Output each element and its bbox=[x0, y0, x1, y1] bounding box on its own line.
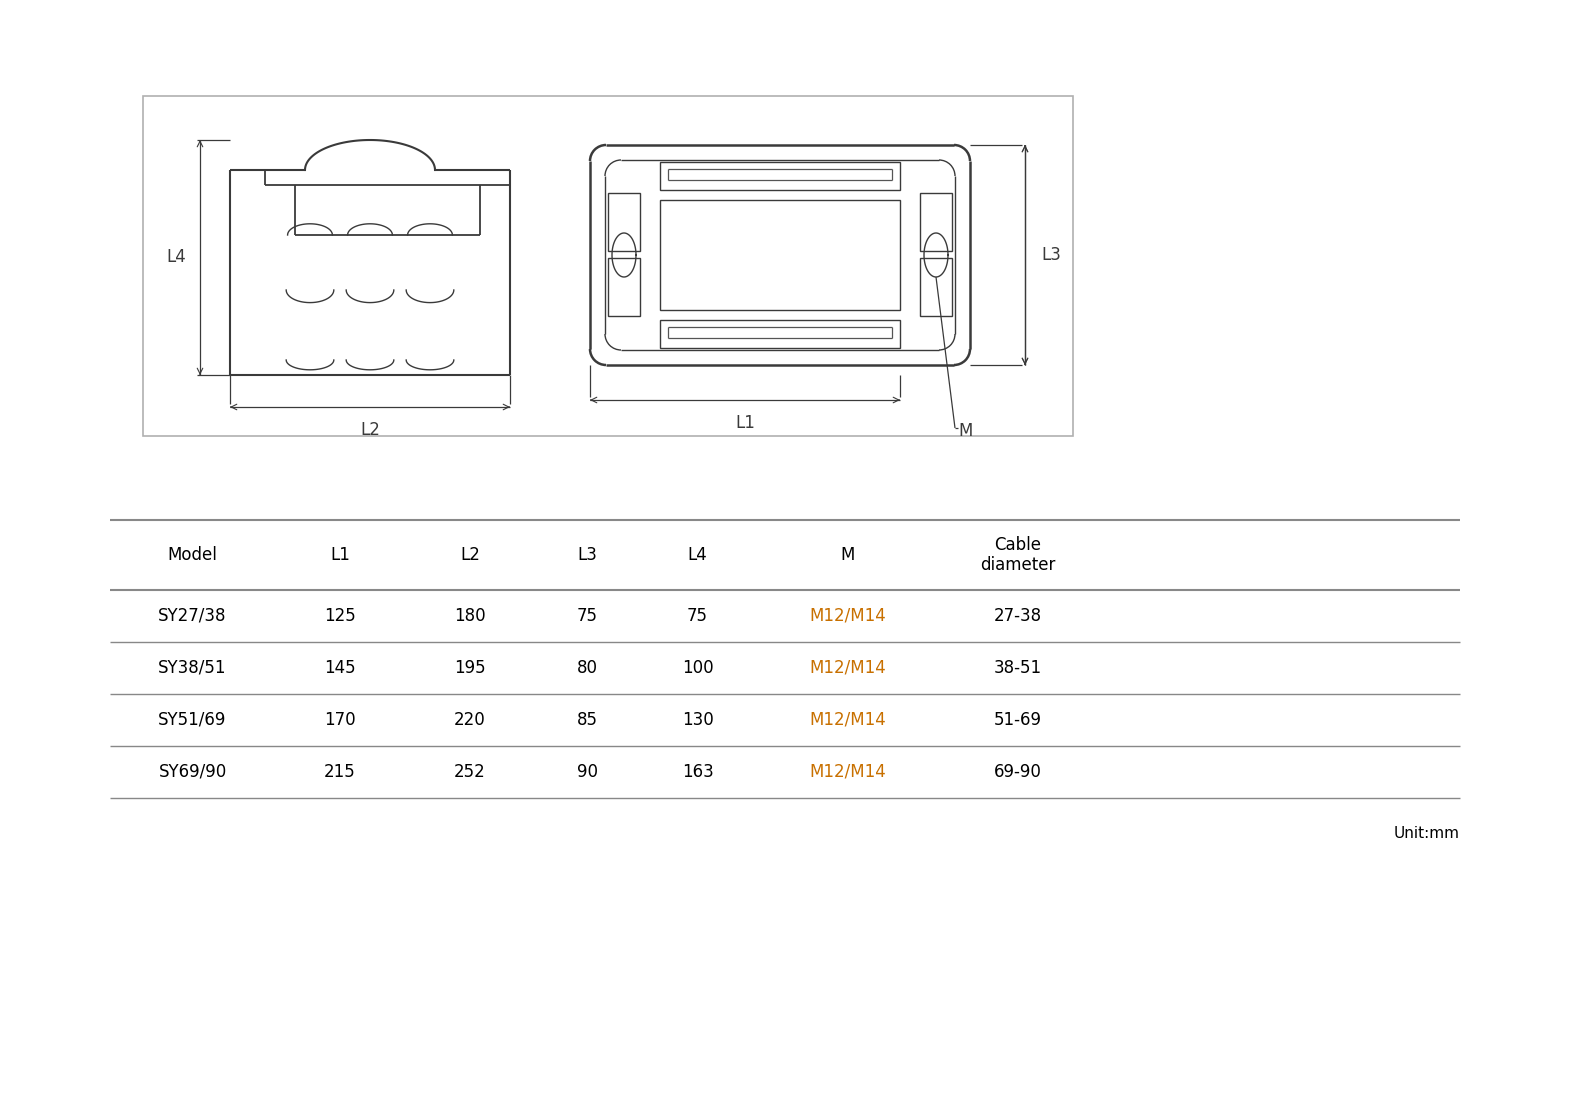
Text: M12/M14: M12/M14 bbox=[809, 711, 886, 729]
Text: 27-38: 27-38 bbox=[993, 607, 1041, 625]
Bar bbox=[660, 321, 900, 348]
Text: 130: 130 bbox=[682, 711, 714, 729]
Text: Cable: Cable bbox=[993, 536, 1041, 554]
Bar bbox=[660, 200, 900, 311]
Text: L1: L1 bbox=[735, 414, 755, 433]
Bar bbox=[920, 258, 952, 316]
Text: M12/M14: M12/M14 bbox=[809, 659, 886, 676]
Text: M12/M14: M12/M14 bbox=[809, 607, 886, 625]
Text: 80: 80 bbox=[578, 659, 598, 676]
Text: 51-69: 51-69 bbox=[993, 711, 1041, 729]
Text: 220: 220 bbox=[454, 711, 486, 729]
Text: 145: 145 bbox=[324, 659, 355, 676]
Text: Unit:mm: Unit:mm bbox=[1393, 826, 1460, 841]
Text: L4: L4 bbox=[167, 248, 186, 266]
Text: 163: 163 bbox=[682, 763, 714, 781]
Text: L3: L3 bbox=[1041, 246, 1060, 264]
Text: M: M bbox=[840, 546, 855, 564]
Text: 90: 90 bbox=[578, 763, 598, 781]
Text: L2: L2 bbox=[460, 546, 479, 564]
Text: diameter: diameter bbox=[979, 556, 1055, 574]
Bar bbox=[608, 193, 640, 251]
Text: L3: L3 bbox=[578, 546, 597, 564]
Text: SY51/69: SY51/69 bbox=[159, 711, 227, 729]
Text: 170: 170 bbox=[324, 711, 355, 729]
Text: 85: 85 bbox=[578, 711, 598, 729]
Text: 195: 195 bbox=[454, 659, 486, 676]
Text: 75: 75 bbox=[578, 607, 598, 625]
Text: 75: 75 bbox=[687, 607, 708, 625]
Text: L2: L2 bbox=[360, 421, 379, 439]
Text: 69-90: 69-90 bbox=[993, 763, 1041, 781]
Text: 215: 215 bbox=[324, 763, 355, 781]
Text: 100: 100 bbox=[682, 659, 713, 676]
Text: 180: 180 bbox=[454, 607, 486, 625]
Text: L4: L4 bbox=[687, 546, 708, 564]
Bar bbox=[920, 193, 952, 251]
Text: 38-51: 38-51 bbox=[993, 659, 1041, 676]
Bar bbox=[660, 162, 900, 190]
Text: 252: 252 bbox=[454, 763, 486, 781]
Text: 125: 125 bbox=[324, 607, 355, 625]
Text: M: M bbox=[959, 423, 973, 440]
Bar bbox=[608, 258, 640, 316]
Text: L1: L1 bbox=[330, 546, 351, 564]
Bar bbox=[143, 96, 1073, 436]
Text: SY69/90: SY69/90 bbox=[159, 763, 227, 781]
Text: SY38/51: SY38/51 bbox=[159, 659, 227, 676]
Text: Model: Model bbox=[168, 546, 217, 564]
Text: SY27/38: SY27/38 bbox=[159, 607, 227, 625]
Text: M12/M14: M12/M14 bbox=[809, 763, 886, 781]
